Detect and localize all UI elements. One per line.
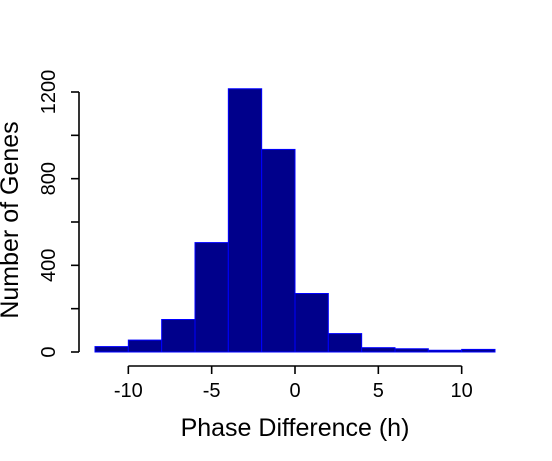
histogram-bar-10 [427,349,463,353]
y-axis-title: Number of Genes [0,121,24,318]
histogram-bar-1 [127,339,163,353]
histogram-bar-5 [261,148,296,353]
x-tick-label-4: 10 [451,380,473,402]
histogram-bar-3 [194,242,229,353]
y-tick-label-1: 400 [38,249,60,282]
x-tick-label-3: 5 [373,380,384,402]
histogram-bars [94,88,496,353]
x-tick-label-1: -5 [203,380,221,402]
x-axis: -10 -5 0 5 10 [114,365,473,402]
y-tick-label-3: 1200 [38,70,60,115]
histogram-bar-4 [227,88,263,353]
histogram-bar-0 [94,346,129,353]
histogram-bar-2 [161,319,196,353]
y-axis: 0 400 800 1200 [38,70,80,358]
x-tick-label-2: 0 [289,380,300,402]
histogram-bar-9 [394,348,429,353]
y-tick-label-2: 800 [38,162,60,195]
y-tick-label-0: 0 [38,346,60,357]
histogram-bar-11 [461,348,496,353]
x-tick-label-0: -10 [114,380,143,402]
histogram-bar-6 [294,293,329,353]
x-axis-title: Phase Difference (h) [181,414,410,442]
histogram-bar-8 [361,347,396,353]
histogram-bar-7 [327,333,363,353]
